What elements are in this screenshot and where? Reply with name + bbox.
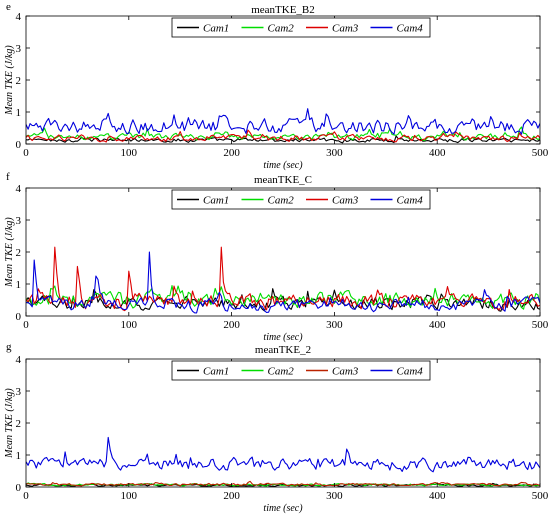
legend-label-cam4: Cam4 — [397, 195, 424, 207]
y-tick-label: 1 — [16, 107, 22, 119]
chart-panel-g: g meanTKE_2 0 1 2 3 4 0 100 200 300 400 500 time (sec… — [4, 341, 549, 514]
y-tick-label: 3 — [16, 43, 22, 55]
legend-label-cam3: Cam3 — [332, 23, 359, 35]
x-tick-label: 500 — [532, 319, 549, 331]
y-tick-label: 2 — [16, 247, 22, 259]
legend: Cam1 Cam2 Cam3 Cam4 — [171, 360, 431, 381]
y-tick-label: 0 — [16, 482, 22, 494]
y-axis-label: Mean TKE (J/kg) — [4, 388, 15, 459]
x-tick-label: 400 — [429, 147, 446, 159]
chart-panel-f: f meanTKE_C 0 1 2 3 4 0 100 200 300 400 500 time (sec… — [4, 171, 549, 343]
legend-box — [171, 17, 431, 38]
legend-label-cam2: Cam2 — [268, 195, 295, 207]
legend-box — [171, 360, 431, 381]
y-tick-label: 2 — [16, 418, 22, 430]
legend-label-cam4: Cam4 — [397, 366, 424, 378]
legend-label-cam2: Cam2 — [268, 23, 295, 35]
y-tick-label: 1 — [16, 279, 22, 291]
x-tick-label: 200 — [223, 319, 240, 331]
y-tick-label: 3 — [16, 215, 22, 227]
series-line-cam3 — [26, 129, 540, 143]
x-axis-label: time (sec) — [263, 160, 303, 171]
x-tick-label: 100 — [121, 147, 138, 159]
chart-title: meanTKE_B2 — [251, 4, 315, 16]
x-tick-label: 0 — [23, 490, 29, 502]
series-line-cam4 — [26, 108, 540, 135]
y-axis-label: Mean TKE (J/kg) — [4, 217, 15, 288]
chart-title: meanTKE_C — [254, 174, 312, 186]
legend-label-cam2: Cam2 — [268, 366, 295, 378]
x-axis-label: time (sec) — [263, 332, 303, 343]
x-tick-label: 200 — [223, 490, 240, 502]
x-tick-label: 300 — [326, 490, 343, 502]
y-tick-label: 4 — [16, 354, 22, 366]
x-axis-label: time (sec) — [263, 503, 303, 514]
series-line-cam3 — [26, 480, 540, 487]
series-line-cam4 — [26, 436, 540, 473]
y-tick-label: 2 — [16, 75, 22, 87]
series-line-cam4 — [26, 251, 540, 314]
panel-tag: g — [6, 341, 12, 353]
legend-label-cam3: Cam3 — [332, 195, 359, 207]
series-lines — [26, 436, 540, 487]
legend-label-cam1: Cam1 — [203, 195, 229, 207]
x-tick-label: 400 — [429, 319, 446, 331]
x-tick-label: 500 — [532, 490, 549, 502]
panel-tag: f — [6, 171, 10, 183]
series-lines — [26, 246, 540, 314]
chart-panel-e: e meanTKE_B2 0 1 2 3 4 0 100 200 300 400 500 time (se… — [4, 1, 549, 171]
series-line-cam2 — [26, 285, 540, 310]
legend: Cam1 Cam2 Cam3 Cam4 — [171, 189, 431, 210]
series-line-cam1 — [26, 482, 540, 487]
x-tick-label: 100 — [121, 490, 138, 502]
y-tick-label: 1 — [16, 450, 22, 462]
legend: Cam1 Cam2 Cam3 Cam4 — [171, 17, 431, 38]
x-tick-label: 300 — [326, 319, 343, 331]
legend-label-cam1: Cam1 — [203, 366, 229, 378]
legend-label-cam3: Cam3 — [332, 366, 359, 378]
y-axis-label: Mean TKE (J/kg) — [4, 45, 15, 116]
y-tick-label: 0 — [16, 139, 22, 151]
x-tick-label: 100 — [121, 319, 138, 331]
x-tick-label: 300 — [326, 147, 343, 159]
series-line-cam1 — [26, 135, 540, 144]
series-lines — [26, 108, 540, 144]
y-tick-label: 3 — [16, 386, 22, 398]
y-tick-label: 4 — [16, 183, 22, 195]
x-tick-label: 500 — [532, 147, 549, 159]
legend-label-cam4: Cam4 — [397, 23, 424, 35]
panel-tag: e — [6, 1, 11, 13]
x-tick-label: 400 — [429, 490, 446, 502]
legend-box — [171, 189, 431, 210]
y-tick-label: 0 — [16, 311, 22, 323]
legend-label-cam1: Cam1 — [203, 23, 229, 35]
x-tick-label: 0 — [23, 147, 29, 159]
y-tick-label: 4 — [16, 11, 22, 23]
x-tick-label: 0 — [23, 319, 29, 331]
chart-title: meanTKE_2 — [255, 344, 311, 356]
x-tick-label: 200 — [223, 147, 240, 159]
